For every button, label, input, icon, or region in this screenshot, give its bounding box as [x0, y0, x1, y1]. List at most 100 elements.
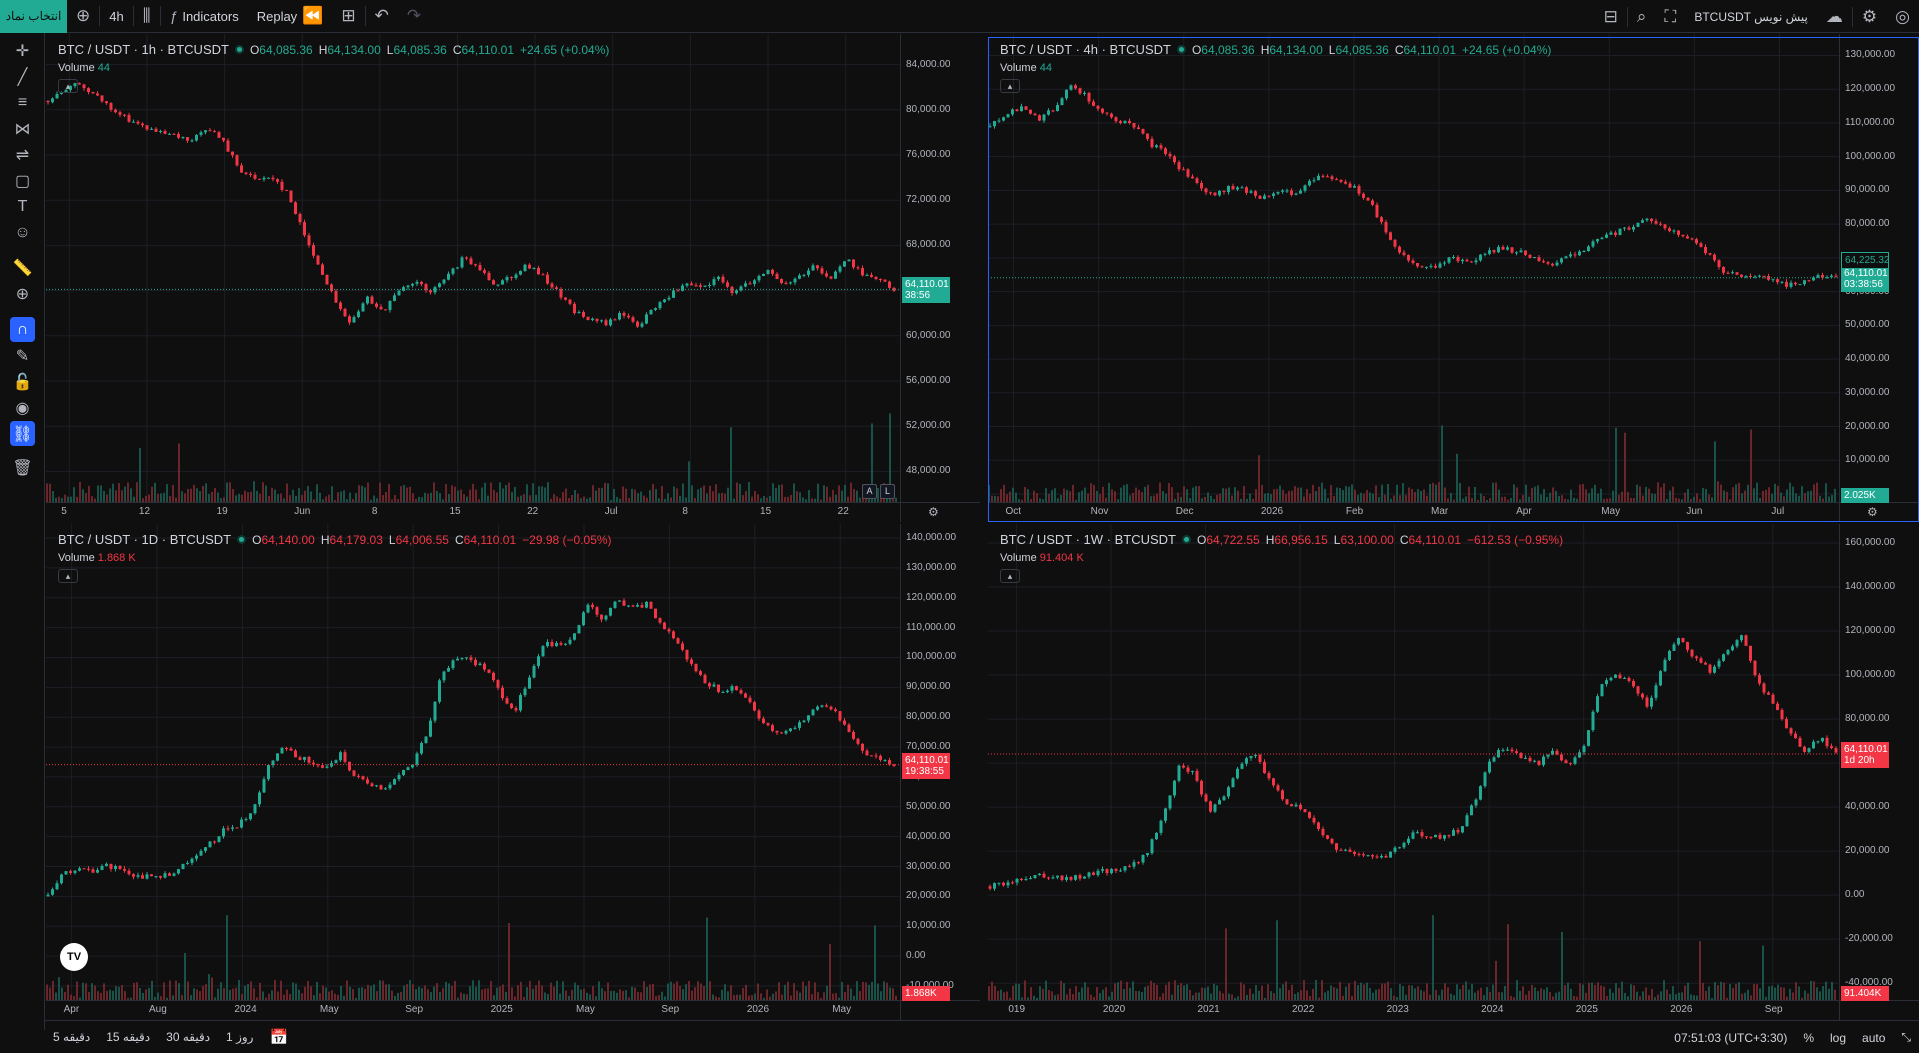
log-scale-toggle[interactable]: log [1830, 1030, 1847, 1045]
volume-legend[interactable]: Volume 1.868 K [58, 552, 136, 564]
lock-icon: 🔓 [12, 373, 33, 391]
range-1d-button[interactable]: 1 روز [226, 1030, 254, 1044]
candle-body [145, 125, 149, 130]
volume-bar [1282, 984, 1284, 1000]
candle-body [190, 858, 194, 863]
zoom-tool[interactable]: ⊕ [10, 281, 35, 306]
axis-settings-icon[interactable]: ⚙ [928, 505, 939, 519]
range-5m-button[interactable]: 5 دقیقه [53, 1030, 91, 1044]
replay-button[interactable]: Replay ⏪ [248, 0, 333, 33]
hide-drawings-tool[interactable]: ◉ [10, 395, 35, 420]
candle-body [217, 836, 221, 842]
candle-body [451, 268, 455, 274]
shape-tool[interactable]: ▢ [10, 168, 35, 193]
auto-scale-toggle[interactable]: auto [1862, 1030, 1886, 1045]
volume-legend[interactable]: Volume 91.404 K [1000, 552, 1084, 564]
chart-canvas[interactable] [46, 524, 980, 1020]
range-30m-button[interactable]: 30 دقیقه [166, 1030, 211, 1044]
remove-drawings-tool[interactable]: 🗑 [10, 455, 35, 480]
volume-bar [682, 989, 684, 1000]
chart-pane-1h[interactable]: 84,000.00 80,000.00 76,000.00 72,000.00 68,0… [46, 34, 980, 522]
collapse-legend-button[interactable]: ▴ [58, 79, 78, 93]
maximize-icon[interactable]: ⤡ [1901, 1030, 1911, 1044]
add-symbol-button[interactable]: ⊕ [67, 0, 99, 33]
layouts-button[interactable]: ⊞ [332, 0, 364, 33]
volume-bar [451, 485, 453, 502]
axis-settings-icon[interactable]: ⚙ [1867, 505, 1878, 519]
candle-body [1051, 110, 1055, 112]
chart-canvas[interactable] [46, 34, 980, 522]
volume-bar [1075, 499, 1077, 502]
trend-line-tool[interactable]: ╱ [10, 64, 35, 89]
candle-body [1591, 241, 1595, 247]
last-price-value: 64,110.01 [1844, 744, 1888, 756]
chart-type-button[interactable]: ⫼ [134, 0, 160, 33]
clock-timezone[interactable]: 07:51:03 (UTC+3:30) [1674, 1030, 1788, 1045]
candle-body [627, 605, 630, 607]
chart-pane-1w[interactable]: 160,000.00 140,000.00 120,000.00 100,000.00… [988, 524, 1919, 1020]
stay-drawing-tool[interactable]: ✎ [10, 343, 35, 368]
volume-legend[interactable]: Volume 44 [1000, 62, 1052, 74]
scale-button-l[interactable]: L [880, 484, 895, 499]
candle-body [1600, 684, 1604, 697]
volume-bar [1519, 499, 1521, 502]
tradingview-logo[interactable]: TV [60, 943, 88, 971]
candle-body [649, 601, 653, 609]
price-axis-label: 110,000.00 [1845, 116, 1895, 128]
magnet-tool[interactable]: ∩ [10, 317, 35, 342]
settings-button[interactable]: ⚙ [1853, 0, 1886, 33]
date-range-button[interactable]: 📅 [261, 1028, 296, 1046]
symbol-select-button[interactable]: انتخاب نماد [0, 0, 67, 33]
chart-canvas[interactable] [988, 34, 1919, 522]
scale-button-a[interactable]: A [862, 484, 877, 499]
candle-body [1308, 812, 1311, 818]
volume-bar [529, 980, 531, 1000]
layout-select-button[interactable]: ⊟ [1595, 0, 1627, 33]
candle-body [712, 279, 716, 286]
chart-pane-1d[interactable]: 140,000.00 130,000.00 120,000.00 110,000.00… [46, 524, 980, 1020]
crosshair-tool[interactable]: ✛ [10, 38, 35, 63]
emoji-tool[interactable]: ☺ [10, 220, 35, 245]
pattern-tool[interactable]: ⋈ [10, 116, 35, 141]
candle-body [253, 174, 257, 179]
volume-bar [1261, 485, 1263, 502]
collapse-legend-button[interactable]: ▴ [1000, 569, 1020, 583]
forecast-tool[interactable]: ⇌ [10, 142, 35, 167]
interval-button[interactable]: 4h [109, 8, 124, 24]
undo-button[interactable]: ↶ [366, 0, 398, 33]
volume-bar [163, 492, 165, 502]
candle-body [1015, 878, 1019, 883]
percent-scale-toggle[interactable]: % [1803, 1030, 1815, 1045]
volume-bar [1672, 486, 1674, 502]
fib-tool[interactable]: ≡ [10, 90, 35, 115]
range-15m-button[interactable]: 15 دقیقه [106, 1030, 151, 1044]
sync-drawings-tool[interactable]: ⛓ [10, 421, 35, 446]
volume-bar [1345, 986, 1347, 1000]
candle-body [91, 869, 95, 873]
candle-body [339, 302, 342, 309]
volume-bar [514, 996, 516, 1000]
candle-body [1087, 92, 1091, 102]
redo-button[interactable]: ↷ [398, 0, 430, 33]
collapse-legend-button[interactable]: ▴ [58, 569, 78, 583]
candle-body [1128, 120, 1131, 123]
chart-pane-4h[interactable]: 130,000.00 120,000.00 110,000.00 100,000.00… [988, 34, 1919, 522]
indicators-button[interactable]: ƒ Indicators [161, 0, 248, 33]
text-tool[interactable]: T [10, 194, 35, 219]
candle-body [757, 275, 761, 281]
fullscreen-button[interactable]: ⛶ [1655, 0, 1685, 33]
volume-bar [1024, 980, 1026, 1000]
cloud-save-button[interactable]: ☁ [1817, 0, 1852, 33]
volume-bar [1021, 997, 1023, 1000]
symbol-name[interactable]: BTCUSDT پیش نویس [1694, 9, 1808, 24]
chart-canvas[interactable] [988, 524, 1919, 1020]
volume-bar [1438, 995, 1440, 1000]
snapshot-button[interactable]: ◎ [1886, 0, 1919, 33]
quick-search-button[interactable]: ⌕ [1628, 0, 1656, 33]
volume-bar [736, 994, 738, 1000]
measure-tool[interactable]: 📏 [10, 255, 35, 280]
collapse-legend-button[interactable]: ▴ [1000, 79, 1020, 93]
candle-body [645, 314, 648, 324]
volume-legend[interactable]: Volume 44 [58, 62, 110, 74]
lock-drawings-tool[interactable]: 🔓 [10, 369, 35, 394]
